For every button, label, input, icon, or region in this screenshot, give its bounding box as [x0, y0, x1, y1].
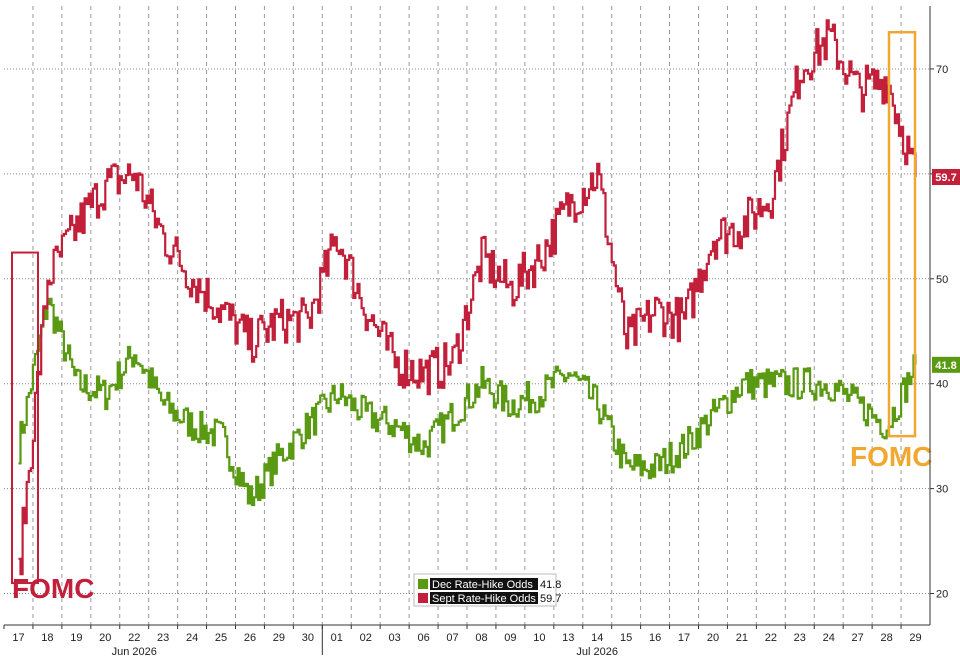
- x-tick-label: 26: [244, 632, 256, 644]
- y-tick-label: 70: [936, 64, 948, 76]
- series-line-0: [18, 297, 917, 507]
- x-tick-label: 15: [620, 632, 632, 644]
- x-tick-label: 07: [446, 632, 458, 644]
- x-tick-label: 17: [678, 632, 690, 644]
- x-tick-label: 23: [794, 632, 806, 644]
- x-tick-label: 27: [852, 632, 864, 644]
- chart-series: [18, 19, 917, 576]
- x-tick-label: 08: [475, 632, 487, 644]
- legend-label-bg: [430, 592, 538, 604]
- x-tick-label: 17: [12, 632, 24, 644]
- y-tick-label: 20: [936, 589, 948, 601]
- fomc-label-2: FOMC: [850, 441, 932, 472]
- x-tick-label: 25: [215, 632, 227, 644]
- x-tick-label: 30: [302, 632, 314, 644]
- legend-series-name: Dec Rate-Hike Odds: [432, 579, 533, 591]
- x-tick-label: 13: [562, 632, 574, 644]
- fomc-label-1: FOMC: [12, 573, 94, 604]
- x-tick-label: 22: [128, 632, 140, 644]
- x-tick-label: 06: [417, 632, 429, 644]
- chart-axes: 2030405060701718192022232425262930010203…: [3, 6, 960, 658]
- legend-series-value: 41.8: [540, 579, 561, 591]
- x-tick-label: 20: [99, 632, 111, 644]
- x-tick-label: 14: [591, 632, 603, 644]
- x-tick-label: 10: [533, 632, 545, 644]
- x-tick-label: 02: [360, 632, 372, 644]
- x-tick-label: 24: [823, 632, 835, 644]
- fomc-box-2: [887, 30, 917, 438]
- x-tick-label: 01: [331, 632, 343, 644]
- last-value-tag: [932, 169, 960, 186]
- last-value-tag: [932, 356, 960, 373]
- legend-label-bg: [430, 578, 538, 590]
- x-tick-label: 18: [41, 632, 53, 644]
- chart-legend: Dec Rate-Hike Odds 41.8 Sept Rate-Hike Odd…: [413, 573, 561, 607]
- fomc-box-1: [11, 251, 39, 585]
- chart-annotations: FOMC FOMC: [11, 30, 932, 604]
- legend-series-name: Sept Rate-Hike Odds: [432, 593, 536, 605]
- month-label: Jun 2026: [112, 646, 157, 658]
- series-line-1: [18, 19, 917, 576]
- legend-series-value: 59.7: [540, 593, 561, 605]
- x-tick-label: 23: [157, 632, 169, 644]
- last-value-label: 41.8: [935, 360, 956, 372]
- x-tick-label: 29: [273, 632, 285, 644]
- x-tick-label: 28: [880, 632, 892, 644]
- y-tick-label: 30: [936, 484, 948, 496]
- x-tick-label: 03: [389, 632, 401, 644]
- x-tick-label: 24: [186, 632, 198, 644]
- month-label: Jul 2026: [576, 646, 618, 658]
- legend-swatch: [418, 593, 428, 603]
- y-tick-label: 40: [936, 379, 948, 391]
- y-tick-label: 50: [936, 274, 948, 286]
- x-tick-label: 16: [649, 632, 661, 644]
- x-tick-label: 22: [765, 632, 777, 644]
- last-value-label: 59.7: [935, 172, 956, 184]
- x-tick-label: 29: [909, 632, 921, 644]
- legend-swatch: [418, 579, 428, 589]
- x-tick-label: 09: [504, 632, 516, 644]
- x-tick-label: 21: [736, 632, 748, 644]
- x-tick-label: 20: [707, 632, 719, 644]
- x-tick-label: 19: [70, 632, 82, 644]
